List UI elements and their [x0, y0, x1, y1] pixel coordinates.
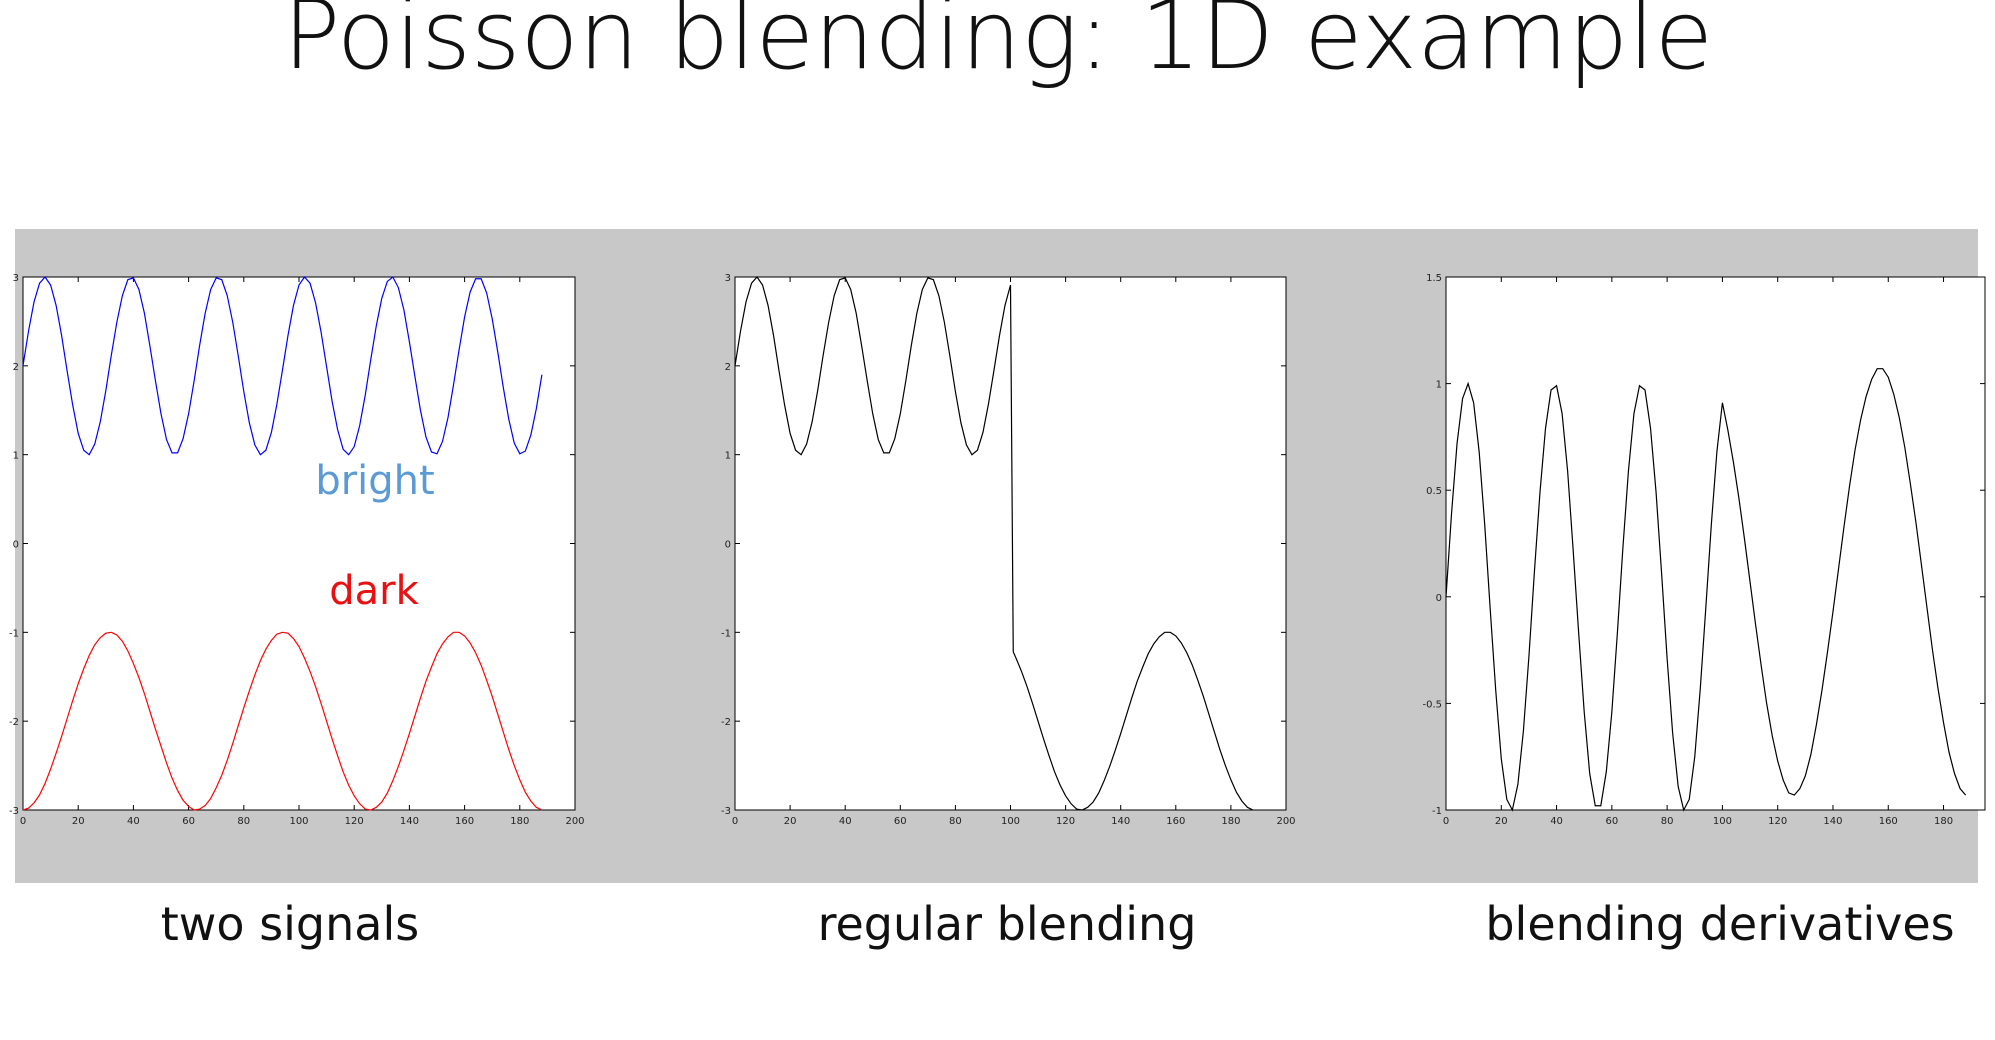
x-tick-label: 100 [1001, 816, 1020, 827]
plot-area [734, 276, 1287, 811]
figure-caption: two signals [161, 897, 419, 951]
y-tick-label: -3 [721, 806, 731, 817]
x-tick-label: 40 [127, 816, 140, 827]
x-tick-label: 20 [72, 816, 85, 827]
y-tick-label: -2 [721, 717, 731, 728]
x-tick-label: 40 [839, 816, 852, 827]
x-tick-label: 160 [455, 816, 474, 827]
series-label: bright [315, 458, 434, 504]
x-tick-label: 180 [1221, 816, 1240, 827]
slide-title: Poisson blending: 1D example [283, 0, 1713, 91]
x-tick-label: 20 [784, 816, 797, 827]
signal-line [1445, 368, 1967, 812]
x-tick-label: 80 [1661, 816, 1674, 827]
x-tick-label: 60 [182, 816, 195, 827]
x-tick-label: 120 [345, 816, 364, 827]
x-tick-label: 120 [1056, 816, 1075, 827]
x-tick-label: 200 [565, 816, 584, 827]
y-tick-label: 3 [725, 273, 731, 284]
x-tick-label: 20 [1495, 816, 1508, 827]
plot-area [22, 276, 576, 811]
y-tick-label: 1 [725, 451, 731, 462]
y-tick-label: -1 [721, 628, 731, 639]
series-label: dark [329, 568, 419, 614]
x-tick-label: 100 [1713, 816, 1732, 827]
y-tick-label: -0.5 [1422, 699, 1442, 710]
y-tick-label: -1 [1432, 806, 1442, 817]
x-tick-label: 140 [400, 816, 419, 827]
signal-line [734, 276, 1254, 811]
y-tick-label: 0 [1436, 593, 1442, 604]
y-tick-label: 0.5 [1426, 486, 1442, 497]
x-tick-label: 180 [510, 816, 529, 827]
x-tick-label: 140 [1111, 816, 1130, 827]
x-tick-label: 160 [1166, 816, 1185, 827]
y-tick-label: 1 [13, 451, 19, 462]
signal-line [22, 276, 543, 456]
x-tick-label: 40 [1550, 816, 1563, 827]
y-tick-label: -1 [9, 628, 19, 639]
x-tick-label: 120 [1768, 816, 1787, 827]
y-tick-label: 1.5 [1426, 273, 1442, 284]
x-tick-label: 100 [289, 816, 308, 827]
x-tick-label: 140 [1823, 816, 1842, 827]
y-tick-label: -3 [9, 806, 19, 817]
x-tick-label: 60 [894, 816, 907, 827]
y-tick-label: 2 [13, 362, 19, 373]
signal-line [22, 631, 543, 811]
x-tick-label: 200 [1276, 816, 1295, 827]
figure-caption: regular blending [818, 897, 1197, 951]
x-tick-label: 0 [1443, 816, 1449, 827]
x-tick-label: 0 [732, 816, 738, 827]
x-tick-label: 0 [20, 816, 26, 827]
y-tick-label: 0 [13, 540, 19, 551]
x-tick-label: 60 [1605, 816, 1618, 827]
x-tick-label: 180 [1934, 816, 1953, 827]
y-tick-label: -2 [9, 717, 19, 728]
x-tick-label: 80 [949, 816, 962, 827]
x-tick-label: 80 [237, 816, 250, 827]
plot-area [1445, 276, 1986, 811]
y-tick-label: 0 [725, 540, 731, 551]
figure-caption: blending derivatives [1485, 897, 1954, 951]
y-tick-label: 3 [13, 273, 19, 284]
y-tick-label: 1 [1436, 380, 1442, 391]
x-tick-label: 160 [1879, 816, 1898, 827]
y-tick-label: 2 [725, 362, 731, 373]
